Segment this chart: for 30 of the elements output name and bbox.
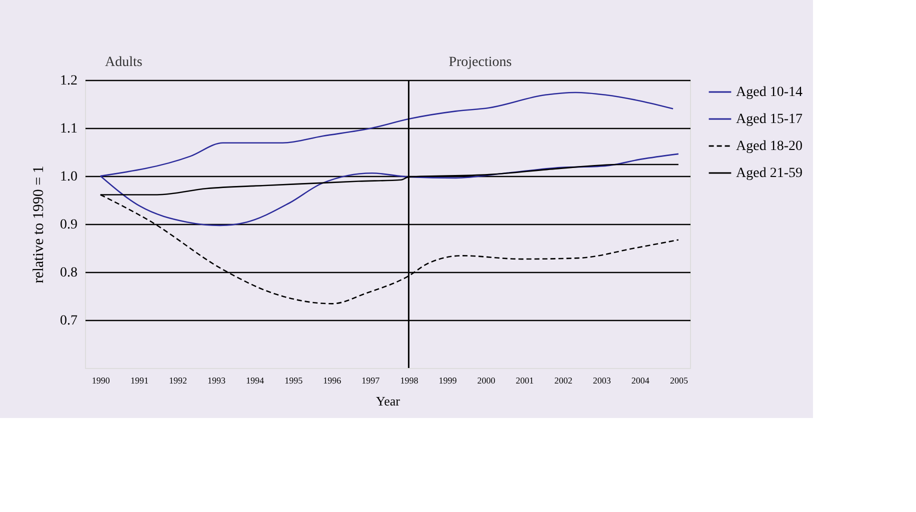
x-tick-label: 1998 bbox=[400, 376, 419, 386]
x-tick-label: 1991 bbox=[130, 376, 148, 386]
legend-label: Aged 10-14 bbox=[736, 85, 802, 100]
text: Adults bbox=[105, 55, 142, 70]
x-tick-label: 2005 bbox=[670, 376, 688, 386]
x-axis-title: Year bbox=[376, 394, 401, 408]
text: Projections bbox=[448, 55, 512, 70]
legend-label: Aged 15-17 bbox=[736, 112, 802, 127]
x-tick-label: 1992 bbox=[168, 376, 187, 386]
x-tick-label: 2004 bbox=[631, 376, 650, 386]
x-tick-label: 1990 bbox=[92, 376, 110, 386]
y-tick-label: 0.8 bbox=[60, 266, 78, 280]
y-tick-label: 1.1 bbox=[60, 122, 78, 136]
legend-label: Aged 21-59 bbox=[736, 166, 802, 181]
x-tick-label: 2000 bbox=[477, 376, 496, 386]
y-axis-title: relative to 1990 = 1 bbox=[31, 166, 47, 284]
x-tick-label: 1997 bbox=[362, 376, 380, 386]
x-tick-label: 2003 bbox=[592, 376, 612, 386]
y-tick-label: 1.0 bbox=[60, 170, 78, 184]
x-tick-label: 1996 bbox=[323, 376, 342, 386]
x-tick-label: 1993 bbox=[208, 376, 226, 386]
x-tick-label: 1994 bbox=[246, 376, 265, 386]
x-tick-label: 2002 bbox=[554, 376, 572, 386]
y-tick-label: 1.2 bbox=[60, 74, 78, 88]
x-tick-label: 1995 bbox=[284, 376, 304, 386]
legend-label: Aged 18-20 bbox=[736, 139, 802, 154]
y-tick-label: 0.7 bbox=[60, 314, 78, 328]
x-tick-label: 2001 bbox=[516, 376, 534, 386]
x-tick-label: 1999 bbox=[438, 376, 458, 386]
y-tick-label: 0.9 bbox=[60, 218, 78, 232]
